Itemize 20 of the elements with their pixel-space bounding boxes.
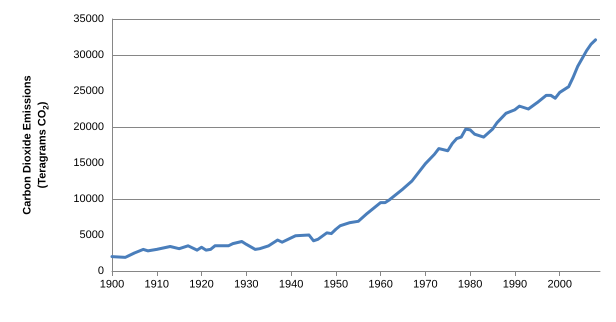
x-tick-label: 1930 (234, 278, 259, 290)
x-tick-label: 2000 (547, 278, 572, 290)
x-tick-label: 1920 (189, 278, 214, 290)
x-tick-label: 1980 (458, 278, 482, 290)
y-tick-label: 5000 (80, 229, 104, 241)
y-tick-label: 10000 (73, 193, 104, 205)
y-tick-label: 30000 (73, 49, 104, 61)
x-tick-label: 1940 (278, 278, 304, 290)
y-tick-label: 0 (98, 265, 104, 277)
y-tick-label: 20000 (73, 121, 104, 133)
line-series (110, 38, 598, 259)
x-tick-label: 1950 (324, 278, 348, 290)
x-tick-label: 1910 (144, 278, 170, 290)
x-tick-label: 1900 (100, 278, 124, 290)
y-tick-label: 15000 (73, 157, 104, 169)
y-tick-label: 25000 (73, 85, 104, 97)
x-tick-label: 1960 (368, 278, 393, 290)
x-tick-label: 1970 (413, 278, 438, 290)
y-tick-label: 35000 (73, 13, 104, 25)
x-tick-label: 1990 (502, 278, 528, 290)
